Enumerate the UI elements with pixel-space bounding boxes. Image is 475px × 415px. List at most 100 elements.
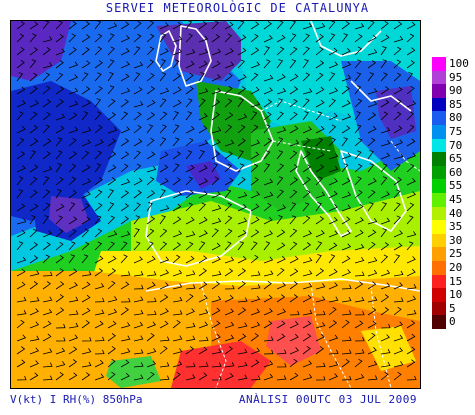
wind-barb [81, 241, 90, 251]
wind-barb [107, 320, 117, 329]
wind-barb [16, 281, 26, 290]
wind-barb [263, 87, 273, 95]
wind-barb [328, 178, 338, 186]
wind-barb [94, 336, 105, 342]
wind-barb [107, 268, 117, 277]
wind-barb [328, 334, 339, 342]
wind-barb [328, 98, 336, 108]
legend-item: 35 [430, 220, 475, 234]
wind-barb [393, 98, 402, 108]
wind-barb [250, 229, 260, 238]
wind-barb [224, 241, 232, 251]
wind-barb [302, 98, 310, 108]
wind-barb [276, 137, 284, 147]
coastline-balkans [340, 150, 407, 232]
wind-barb [133, 284, 144, 290]
wind-barb [354, 281, 364, 290]
wind-barb [107, 22, 118, 30]
legend-item: 45 [430, 192, 475, 207]
wind-barb [42, 85, 51, 95]
wind-barb [276, 333, 286, 342]
wind-barb [55, 281, 65, 290]
wind-barb [354, 189, 363, 199]
wind-barb [263, 280, 272, 290]
wind-barb [94, 373, 105, 381]
wind-barb [133, 335, 144, 342]
wind-barb [81, 202, 90, 212]
wind-barb [380, 282, 391, 290]
wind-barb [68, 228, 77, 238]
wind-barb [16, 359, 26, 368]
wind-barb [55, 86, 65, 95]
legend-swatch [432, 315, 446, 329]
wind-barb [315, 254, 322, 264]
wind-barb [107, 255, 117, 264]
wind-barb [315, 164, 325, 173]
wind-barb [146, 46, 155, 56]
wind-barb [159, 205, 170, 212]
legend-label: 55 [449, 179, 463, 193]
wind-barb [328, 61, 339, 69]
wind-barb [211, 87, 222, 95]
wind-barb [406, 111, 414, 121]
wind-barb [120, 254, 128, 264]
wind-barb [354, 349, 365, 355]
wind-barb [263, 35, 273, 43]
wind-barb [276, 229, 286, 238]
wind-barb [276, 21, 284, 30]
wind-barb [68, 33, 76, 43]
wind-barb [354, 163, 363, 173]
wind-barb [172, 203, 182, 212]
wind-barb [81, 348, 92, 355]
wind-barb [146, 124, 154, 134]
wind-barb [42, 62, 53, 69]
wind-barb [133, 101, 144, 108]
wind-barb [354, 243, 365, 251]
wind-barb [211, 270, 222, 277]
wind-barb [263, 336, 274, 342]
wind-barb [289, 268, 299, 277]
wind-barb [250, 72, 259, 82]
wind-barb [289, 86, 299, 95]
wind-barb [263, 191, 274, 199]
wind-barb [107, 33, 115, 43]
wind-barb [94, 21, 102, 30]
wind-barb [354, 111, 361, 121]
wind-barb [146, 310, 157, 316]
border-france-germany [260, 100, 342, 122]
legend-label: 10 [449, 288, 463, 302]
wind-barb [263, 241, 271, 251]
wind-barb [367, 360, 378, 368]
wind-barb [185, 137, 194, 147]
wind-barb [42, 296, 53, 303]
wind-barb [354, 296, 365, 303]
wind-barb [107, 202, 115, 212]
wind-barb [354, 320, 364, 329]
wind-barb [146, 165, 157, 173]
wind-barb [172, 137, 180, 147]
wind-barb [185, 164, 195, 173]
wind-barb [237, 229, 247, 238]
wind-barb [367, 347, 377, 355]
wind-barb [55, 255, 64, 264]
wind-barb [406, 191, 416, 199]
wind-barb [328, 72, 336, 82]
wind-barb [341, 284, 352, 290]
wind-barb [16, 151, 26, 160]
wind-barb [328, 152, 339, 160]
wind-barb [341, 177, 351, 186]
wind-barb [406, 33, 415, 43]
wind-barb [250, 308, 261, 316]
wind-barb [224, 256, 235, 264]
wind-barb [302, 88, 313, 95]
wind-barb [55, 347, 66, 355]
wind-barb [315, 202, 322, 212]
legend-swatch [432, 97, 446, 112]
wind-barb [211, 242, 221, 251]
wind-barb [393, 46, 402, 56]
wind-barb [81, 60, 91, 69]
wind-barb [289, 321, 299, 329]
wind-barb [107, 215, 116, 225]
wind-barb [133, 163, 142, 173]
wind-barb [120, 297, 131, 303]
